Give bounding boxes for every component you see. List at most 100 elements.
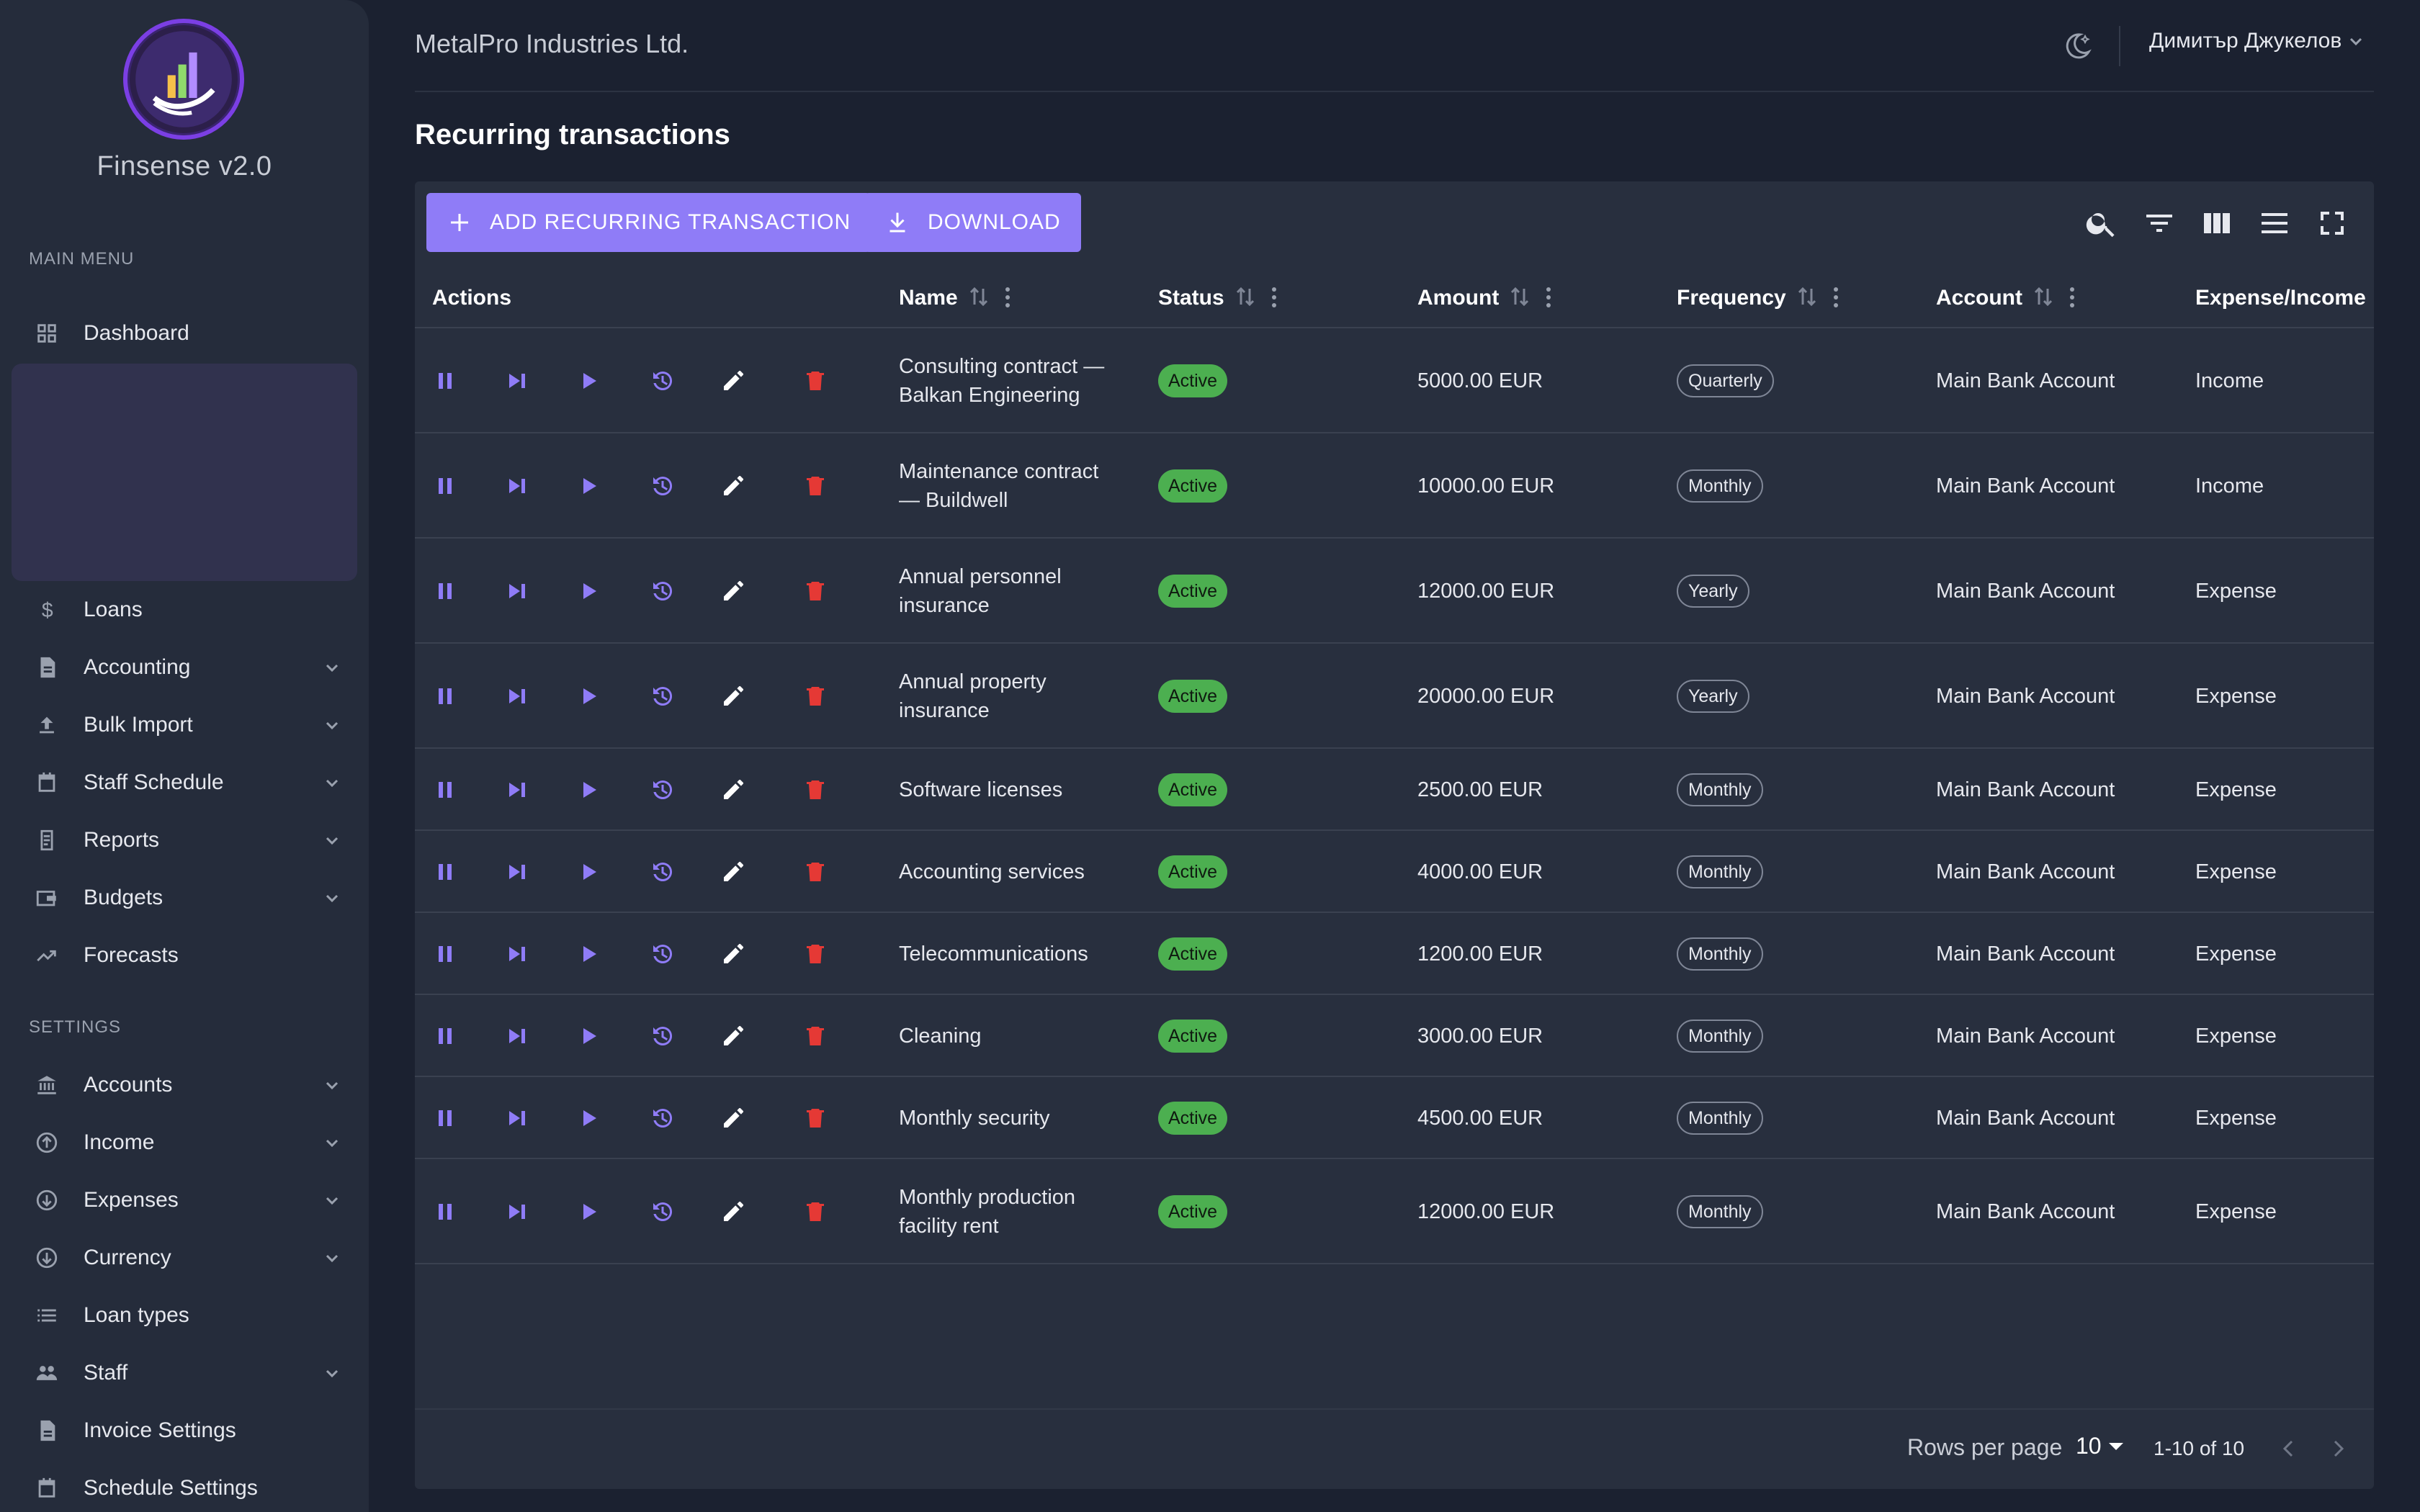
edit-button[interactable] <box>719 1022 748 1050</box>
col-frequency[interactable]: Frequency <box>1677 268 1839 328</box>
pause-button[interactable] <box>431 1022 460 1050</box>
skip-next-button[interactable] <box>503 1022 532 1050</box>
pause-button[interactable] <box>431 472 460 500</box>
play-button[interactable] <box>575 858 604 886</box>
settings-item-income[interactable]: Income <box>12 1117 357 1168</box>
edit-button[interactable] <box>719 366 748 395</box>
history-button[interactable] <box>647 1022 676 1050</box>
settings-item-invoice-settings[interactable]: Invoice Settings <box>12 1405 357 1456</box>
sidebar-item-reports[interactable]: Reports <box>12 815 357 865</box>
play-button[interactable] <box>575 1022 604 1050</box>
history-button[interactable] <box>647 577 676 606</box>
edit-button[interactable] <box>719 1104 748 1133</box>
settings-item-currency[interactable]: Currency <box>12 1233 357 1283</box>
play-button[interactable] <box>575 682 604 711</box>
history-button[interactable] <box>647 1197 676 1226</box>
sidebar-item-forecasts[interactable]: Forecasts <box>12 930 357 981</box>
edit-button[interactable] <box>719 858 748 886</box>
play-button[interactable] <box>575 472 604 500</box>
col-account[interactable]: Account <box>1936 268 2076 328</box>
column-menu-icon[interactable] <box>1004 272 1011 307</box>
play-button[interactable] <box>575 1104 604 1133</box>
delete-button[interactable] <box>801 577 830 606</box>
pause-button[interactable] <box>431 775 460 804</box>
skip-next-button[interactable] <box>503 858 532 886</box>
theme-toggle-button[interactable] <box>2061 30 2093 62</box>
add-recurring-transaction-button[interactable]: ADD RECURRING TRANSACTION <box>426 193 871 252</box>
fullscreen-button[interactable] <box>2315 206 2349 240</box>
settings-item-schedule-settings[interactable]: Schedule Settings <box>12 1463 357 1512</box>
delete-button[interactable] <box>801 682 830 711</box>
column-menu-icon[interactable] <box>1832 272 1839 307</box>
edit-button[interactable] <box>719 682 748 711</box>
sidebar-item-bulk-import[interactable]: Bulk Import <box>12 700 357 750</box>
skip-next-button[interactable] <box>503 940 532 968</box>
settings-item-loan-types[interactable]: Loan types <box>12 1290 357 1341</box>
sidebar-item-accounting[interactable]: Accounting <box>12 642 357 693</box>
delete-button[interactable] <box>801 858 830 886</box>
columns-button[interactable] <box>2200 206 2234 240</box>
delete-button[interactable] <box>801 366 830 395</box>
delete-button[interactable] <box>801 775 830 804</box>
col-status[interactable]: Status <box>1158 268 1278 328</box>
settings-item-expenses[interactable]: Expenses <box>12 1175 357 1225</box>
history-button[interactable] <box>647 682 676 711</box>
delete-button[interactable] <box>801 940 830 968</box>
skip-next-button[interactable] <box>503 472 532 500</box>
sidebar-item-budgets[interactable]: Budgets <box>12 873 357 923</box>
pause-button[interactable] <box>431 682 460 711</box>
col-expense-income[interactable]: Expense/Income <box>2195 286 2366 310</box>
history-button[interactable] <box>647 366 676 395</box>
pause-button[interactable] <box>431 1104 460 1133</box>
play-button[interactable] <box>575 940 604 968</box>
skip-next-button[interactable] <box>503 1197 532 1226</box>
column-menu-icon[interactable] <box>1545 272 1552 307</box>
sidebar-item-dashboard[interactable]: Dashboard <box>12 308 357 359</box>
pause-button[interactable] <box>431 366 460 395</box>
download-button[interactable]: DOWNLOAD <box>864 193 1081 252</box>
next-page-button[interactable] <box>2323 1434 2352 1463</box>
pause-button[interactable] <box>431 1197 460 1226</box>
history-button[interactable] <box>647 472 676 500</box>
delete-button[interactable] <box>801 1104 830 1133</box>
prev-page-button[interactable] <box>2275 1434 2303 1463</box>
play-button[interactable] <box>575 775 604 804</box>
density-button[interactable] <box>2257 206 2292 240</box>
pause-button[interactable] <box>431 577 460 606</box>
pause-button[interactable] <box>431 858 460 886</box>
edit-button[interactable] <box>719 472 748 500</box>
delete-button[interactable] <box>801 1022 830 1050</box>
delete-button[interactable] <box>801 472 830 500</box>
edit-button[interactable] <box>719 775 748 804</box>
edit-button[interactable] <box>719 1197 748 1226</box>
rows-per-page-select[interactable]: 10 <box>2076 1433 2123 1459</box>
edit-button[interactable] <box>719 577 748 606</box>
play-button[interactable] <box>575 366 604 395</box>
filter-button[interactable] <box>2142 206 2177 240</box>
delete-button[interactable] <box>801 1197 830 1226</box>
skip-next-button[interactable] <box>503 1104 532 1133</box>
history-button[interactable] <box>647 940 676 968</box>
history-button[interactable] <box>647 1104 676 1133</box>
user-menu[interactable]: Димитър Джукелов <box>2149 29 2365 53</box>
history-button[interactable] <box>647 858 676 886</box>
play-button[interactable] <box>575 577 604 606</box>
settings-item-staff[interactable]: Staff <box>12 1348 357 1398</box>
sidebar-item-staff-schedule[interactable]: Staff Schedule <box>12 757 357 808</box>
skip-next-button[interactable] <box>503 577 532 606</box>
skip-next-button[interactable] <box>503 775 532 804</box>
sidebar-item-loans[interactable]: $ Loans <box>12 585 357 635</box>
history-button[interactable] <box>647 775 676 804</box>
search-button[interactable] <box>2084 206 2119 240</box>
column-menu-icon[interactable] <box>2069 272 2076 307</box>
play-button[interactable] <box>575 1197 604 1226</box>
col-amount[interactable]: Amount <box>1417 268 1552 328</box>
skip-next-button[interactable] <box>503 682 532 711</box>
column-menu-icon[interactable] <box>1270 272 1278 307</box>
col-name[interactable]: Name <box>899 268 1011 328</box>
skip-next-button[interactable] <box>503 366 532 395</box>
app-logo[interactable] <box>123 19 244 140</box>
edit-button[interactable] <box>719 940 748 968</box>
settings-item-accounts[interactable]: Accounts <box>12 1060 357 1110</box>
pause-button[interactable] <box>431 940 460 968</box>
